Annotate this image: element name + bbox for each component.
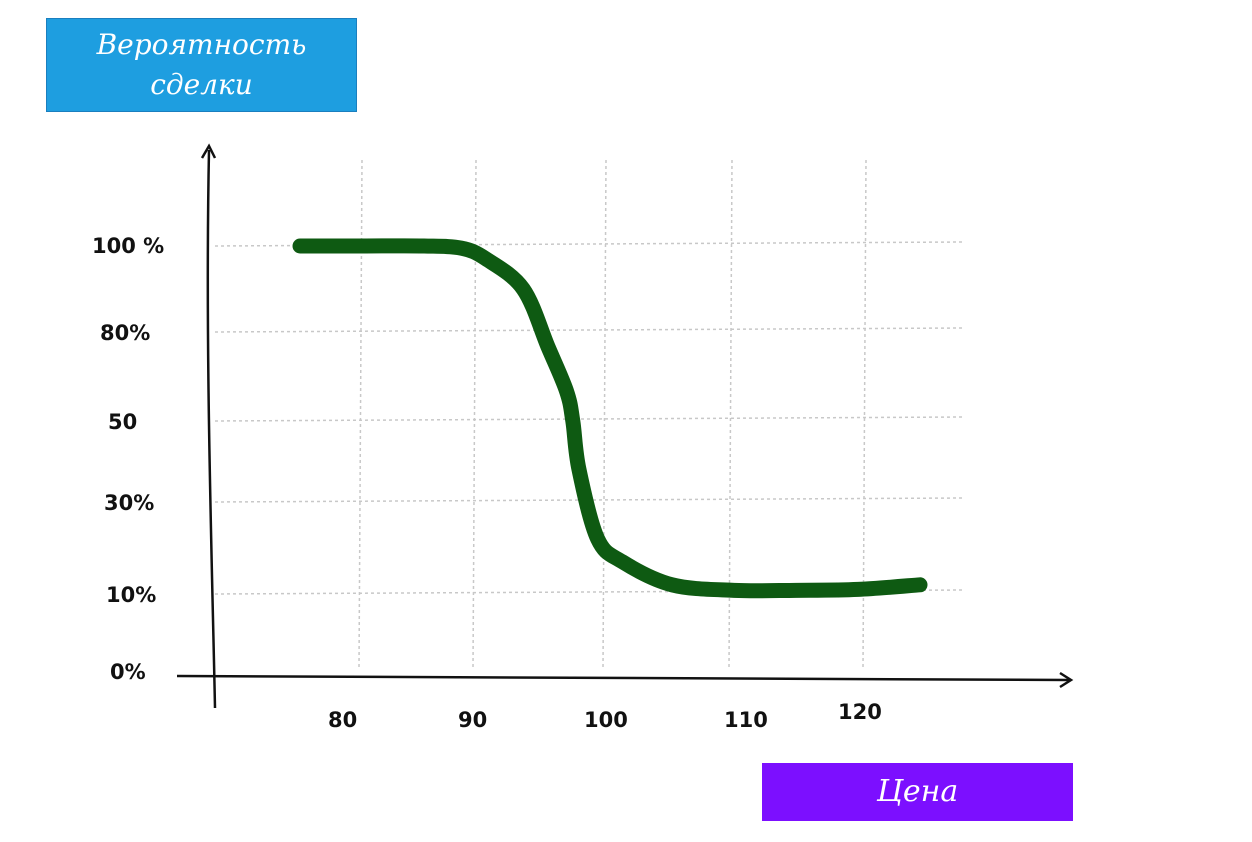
x-tick-label: 120 — [838, 700, 882, 724]
axes — [176, 143, 1074, 709]
grid-line-v — [472, 159, 477, 669]
x-axis-line — [176, 674, 1071, 682]
y-axis-title: Вероятность сделки — [96, 28, 307, 101]
y-tick-label: 80% — [100, 321, 150, 345]
grid-line-v — [728, 159, 733, 669]
grid-line-h — [214, 327, 963, 333]
x-tick-label: 100 — [584, 708, 628, 732]
series-line — [292, 238, 928, 599]
x-tick-label: 80 — [328, 708, 357, 732]
x-axis-arrow — [1059, 671, 1074, 689]
x-axis-title-box: Цена — [762, 763, 1073, 821]
y-axis-line — [206, 149, 217, 709]
y-tick-label: 10% — [106, 583, 156, 607]
x-axis-title: Цена — [876, 774, 959, 809]
y-axis-title-box: Вероятность сделки — [46, 18, 357, 112]
y-tick-label: 0% — [110, 660, 146, 684]
y-tick-label: 30% — [104, 491, 154, 515]
x-tick-label: 90 — [458, 708, 487, 732]
grid-line-h — [214, 416, 963, 422]
grid-line-v — [358, 159, 363, 669]
grid-line-v — [602, 159, 607, 669]
y-tick-label: 50 — [108, 410, 137, 434]
grid-line-v — [862, 159, 867, 669]
y-axis-arrow — [200, 143, 217, 159]
x-tick-label: 110 — [724, 708, 768, 732]
y-tick-label: 100 % — [92, 234, 164, 258]
grid-line-h — [214, 589, 963, 595]
grid-line-h — [214, 241, 963, 247]
